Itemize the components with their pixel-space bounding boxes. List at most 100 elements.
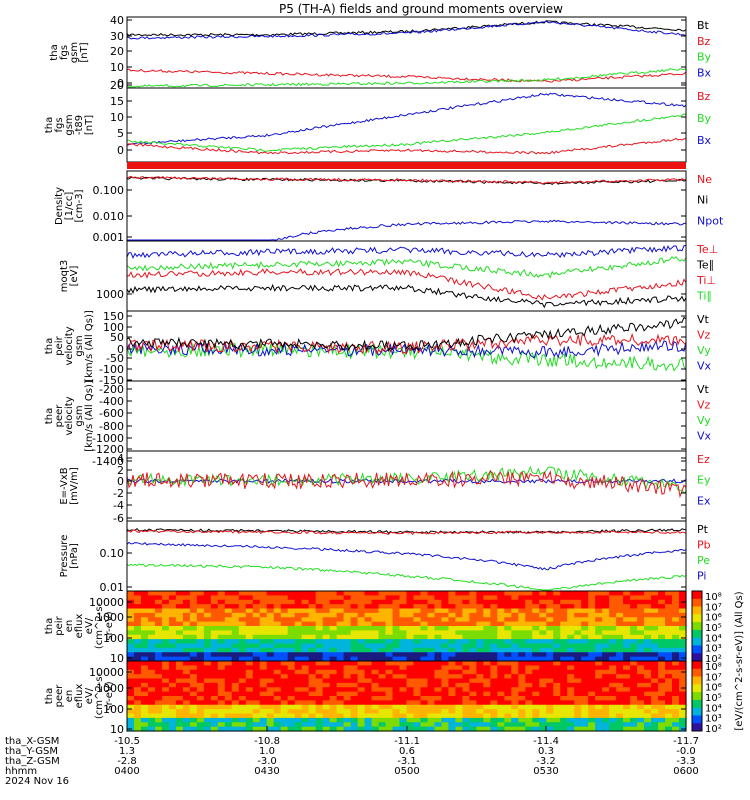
spectrogram-cell <box>490 678 498 684</box>
spectrogram-cell <box>371 717 380 723</box>
spectrogram-cell <box>665 674 673 680</box>
spectrogram-cell <box>434 704 443 710</box>
x-tick-label: -3.2 <box>536 756 556 767</box>
spectrogram-cell <box>665 643 673 649</box>
spectrogram-cell <box>287 626 296 631</box>
x-tick-label: 1.0 <box>259 746 275 757</box>
spectrogram-cell <box>588 682 596 688</box>
spectrogram-cell <box>238 612 247 618</box>
spectrogram-cell <box>476 639 484 645</box>
spectrogram-cell <box>133 691 142 697</box>
spectrogram-cell <box>609 661 617 666</box>
spectrogram-cell <box>287 630 296 636</box>
spectrogram-cell <box>147 665 156 671</box>
spectrogram-cell <box>413 687 422 693</box>
spectrogram-cell <box>504 687 512 693</box>
spectrogram-cell <box>567 691 575 697</box>
spectrogram-cell <box>252 726 261 732</box>
spectrogram-cell <box>182 612 191 618</box>
spectrogram-cell <box>420 687 429 693</box>
spectrogram-cell <box>469 656 477 662</box>
spectrogram-cell <box>210 661 219 666</box>
spectrogram-cell <box>532 656 540 662</box>
spectrogram-cell <box>266 696 275 701</box>
y-tick-label: 150 <box>103 310 124 323</box>
spectrogram-cell <box>203 682 212 688</box>
spectrogram-cell <box>315 661 324 666</box>
spectrogram-cell <box>217 626 226 631</box>
spectrogram-cell <box>455 608 463 614</box>
spectrogram-cell <box>245 652 254 658</box>
spectrogram-cell <box>287 674 296 680</box>
spectrogram-cell <box>343 608 352 614</box>
spectrogram-cell <box>294 682 303 688</box>
spectrogram-cell <box>357 647 366 653</box>
spectrogram-cell <box>385 687 394 693</box>
spectrogram-cell <box>294 626 303 631</box>
spectrogram-cell <box>168 643 177 649</box>
spectrogram-cell <box>127 647 135 653</box>
spectrogram-cell <box>455 647 463 653</box>
spectrogram-cell <box>644 595 652 601</box>
spectrogram-cell <box>175 717 184 723</box>
spectrogram-cell <box>336 665 345 671</box>
spectrogram-cell <box>504 678 512 684</box>
spectrogram-cell <box>476 669 484 675</box>
spectrogram-cell <box>210 643 219 649</box>
spectrogram-cell <box>644 639 652 645</box>
spectrogram-cell <box>168 709 177 715</box>
spectrogram-cell <box>364 595 373 601</box>
spectrogram-cell <box>238 647 247 653</box>
spectrogram-cell <box>147 717 156 723</box>
x-tick-label: 0.3 <box>538 746 554 757</box>
spectrogram-cell <box>175 608 184 614</box>
spectrogram-cell <box>224 687 233 693</box>
spectrogram-cell <box>434 599 443 605</box>
colorbar-swatch <box>692 707 702 716</box>
spectrogram-cell <box>301 682 310 688</box>
spectrogram-cell <box>252 647 261 653</box>
spectrogram-cell <box>294 630 303 636</box>
spectrogram-cell <box>476 665 484 671</box>
spectrogram-cell <box>140 687 149 693</box>
spectrogram-cell <box>427 665 436 671</box>
spectrogram-cell <box>357 591 366 596</box>
spectrogram-cell <box>490 617 498 623</box>
spectrogram-cell <box>371 608 380 614</box>
spectrogram-cell <box>238 678 247 684</box>
spectrogram-cell <box>371 700 380 706</box>
spectrogram-cell <box>413 700 422 706</box>
spectrogram-cell <box>252 682 261 688</box>
spectrogram-cell <box>308 665 317 671</box>
spectrogram-cell <box>259 604 268 610</box>
spectrogram-cell <box>182 639 191 645</box>
spectrogram-cell <box>336 682 345 688</box>
spectrogram-cell <box>469 626 477 631</box>
spectrogram-cell <box>406 630 415 636</box>
spectrogram-cell <box>504 634 512 640</box>
y-tick-label: 10 <box>110 61 124 74</box>
spectrogram-cell <box>616 700 624 706</box>
spectrogram-cell <box>644 704 652 710</box>
spectrogram-cell <box>406 643 415 649</box>
spectrogram-cell <box>525 647 533 653</box>
spectrogram-cell <box>567 709 575 715</box>
spectrogram-cell <box>287 599 296 605</box>
spectrogram-cell <box>350 661 359 666</box>
spectrogram-cell <box>455 665 463 671</box>
spectrogram-cell <box>511 608 519 614</box>
spectrogram-cell <box>224 669 233 675</box>
spectrogram-cell <box>203 617 212 623</box>
spectrogram-cell <box>385 674 394 680</box>
spectrogram-cell <box>462 704 470 710</box>
spectrogram-cell <box>609 652 617 658</box>
spectrogram-cell <box>343 704 352 710</box>
spectrogram-cell <box>476 700 484 706</box>
spectrogram-cell <box>308 621 317 627</box>
spectrogram-cell <box>182 700 191 706</box>
spectrogram-cell <box>385 678 394 684</box>
spectrogram-cell <box>553 674 561 680</box>
spectrogram-cell <box>245 678 254 684</box>
spectrogram-cell <box>343 661 352 666</box>
spectrogram-cell <box>448 665 457 671</box>
